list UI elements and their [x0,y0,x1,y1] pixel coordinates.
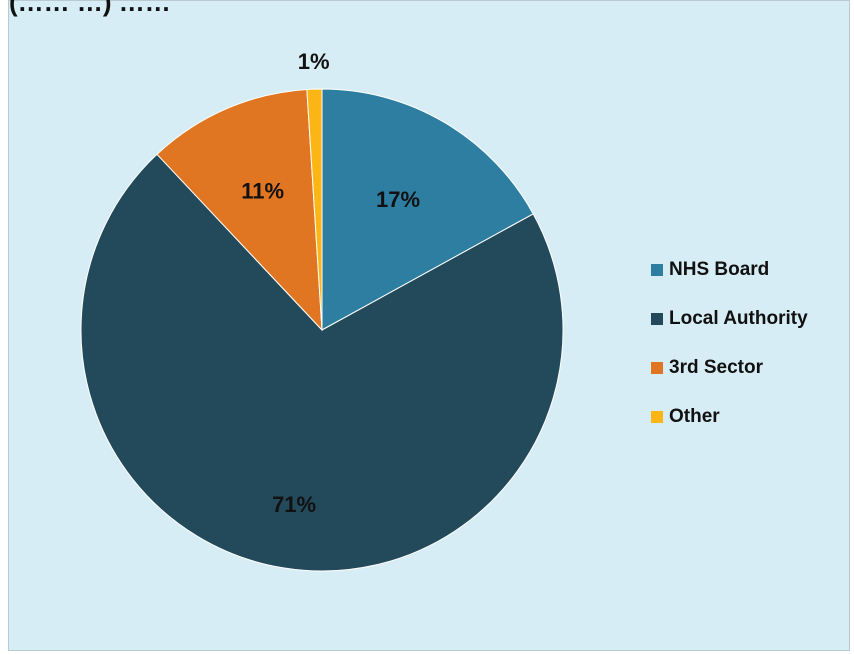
legend-label: 3rd Sector [669,356,763,378]
legend-label: Local Authority [669,307,808,329]
data-label-local-authority: 71% [272,492,316,517]
pie-chart: 17% 71% 11% 1% [80,49,564,572]
clipped-heading: (…… …) …… [9,0,171,17]
pie-slice-3rd-sector [156,88,323,332]
legend-item-3rd-sector: 3rd Sector [651,343,808,392]
legend-item-local-authority: Local Authority [651,294,808,343]
legend-swatch [651,361,663,374]
legend-swatch [651,312,663,325]
legend-item-other: Other [651,392,808,441]
data-label-nhs-board: 17% [376,187,420,212]
legend-swatch [651,410,663,423]
pie-slice-other [306,88,323,331]
legend-label: NHS Board [669,258,770,280]
chart-frame: (…… …) …… 17% 71% 11% 1% NHS Board Local Aut… [8,0,850,651]
legend-item-nhs-board: NHS Board [651,245,808,294]
legend-swatch [651,263,663,276]
data-label-3rd-sector: 11% [241,179,284,204]
data-label-other: 1% [298,49,330,74]
legend-label: Other [669,405,720,427]
pie-slice-nhs-board [321,88,534,331]
legend: NHS Board Local Authority 3rd Sector Other [651,245,808,441]
pie-slice-local-authority [80,153,564,572]
